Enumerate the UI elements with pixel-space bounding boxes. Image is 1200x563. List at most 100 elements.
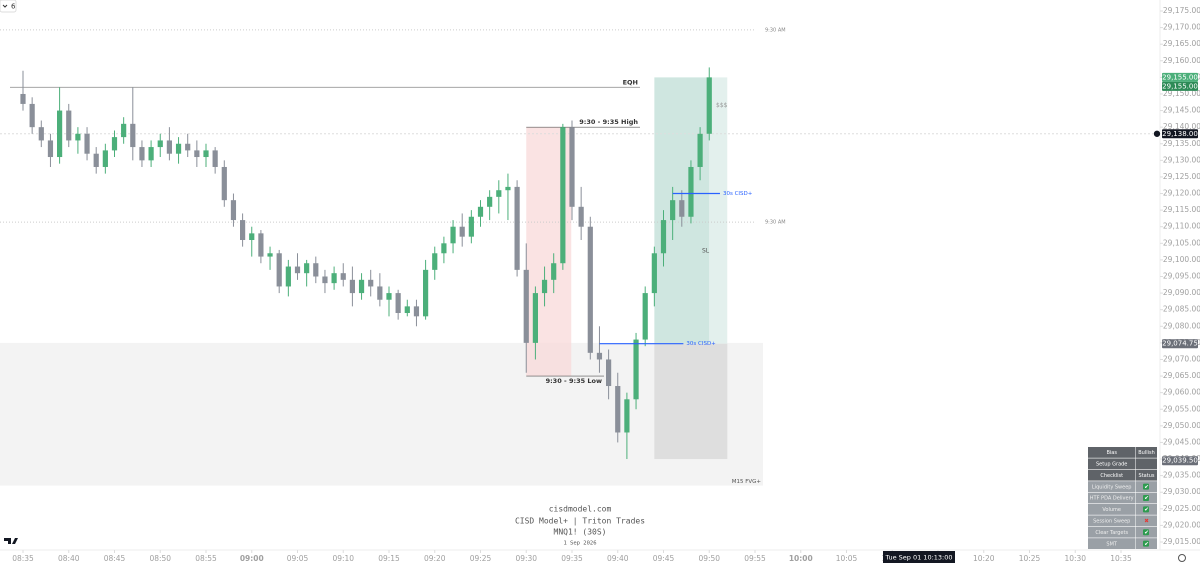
crosshair-add-icon[interactable] (1153, 129, 1161, 138)
x-tick-label: 10:00 (789, 554, 813, 563)
y-tick-label: 29,015.00 (1163, 537, 1200, 546)
candle-body (633, 339, 639, 400)
price-tag-label: 29,074.75 (1162, 340, 1198, 348)
candle-body (386, 293, 392, 300)
cisd-label: 30s CISD+ (723, 191, 753, 197)
settings-gear[interactable] (1178, 554, 1186, 562)
table-cell (1136, 515, 1157, 527)
y-tick-label: 29,120.00 (1163, 189, 1200, 198)
table-label: Setup Grade (1096, 462, 1127, 468)
candle-body (706, 77, 712, 134)
status-icon-bg (1143, 483, 1149, 490)
candle-body (477, 206, 484, 217)
candle-body (587, 226, 593, 353)
y-tick-label: 29,085.00 (1163, 305, 1200, 314)
y-tick-label: 29,130.00 (1163, 155, 1200, 164)
y-tick-label: 29,160.00 (1163, 56, 1200, 65)
candle-body (688, 166, 694, 217)
candle-body (487, 196, 493, 207)
y-tick-label: 29,060.00 (1163, 388, 1200, 397)
toolbar-button[interactable] (0, 0, 17, 13)
table-label: Volume (1102, 507, 1121, 513)
candle-body (166, 140, 172, 154)
y-tick-label: 29,170.00 (1163, 23, 1200, 32)
x-tick-label: 09:55 (744, 554, 766, 563)
toolbar-count: 6 (11, 3, 16, 11)
candle-body (185, 143, 191, 151)
x-tick-label: 09:20 (424, 554, 446, 563)
watermark-site: cisdmodel.com (549, 505, 612, 514)
table-label: SMT (1106, 541, 1117, 547)
y-tick-label: 29,145.00 (1163, 106, 1200, 115)
candle-body (551, 263, 557, 280)
candle-body (240, 220, 246, 240)
candle-body (569, 127, 575, 207)
y-tick-label: 29,115.00 (1163, 205, 1200, 214)
candle-body (294, 266, 301, 274)
toolbar[interactable]: 6 (0, 0, 17, 13)
candle-body (349, 279, 355, 294)
y-tick-label: 29,025.00 (1163, 504, 1200, 513)
y-tick-label: 29,140.00 (1163, 122, 1200, 131)
candle-body (679, 200, 685, 217)
settings-icon[interactable] (1178, 554, 1186, 562)
price-tag (1162, 339, 1198, 349)
table-cell (1088, 481, 1136, 492)
candle-body (523, 269, 529, 343)
status-icon-bg (1143, 529, 1149, 536)
target-label: $$$ (716, 102, 728, 109)
session-marker-label: 9:30 AM (765, 220, 786, 226)
table-cell (1136, 447, 1157, 458)
candle-body (423, 269, 429, 317)
stop-label: SL (702, 248, 710, 255)
candle-body (121, 123, 127, 138)
candle-body (322, 276, 328, 284)
candle-body (459, 226, 465, 237)
candle-body (340, 273, 346, 280)
x-tick-label: 10:35 (1110, 554, 1132, 563)
x-tick-label: 08:40 (58, 554, 80, 563)
candle-body (560, 127, 566, 264)
y-tick-label: 29,070.00 (1163, 354, 1200, 363)
watermark-symbol: MNQ1! (30S) (554, 528, 607, 537)
y-tick-label: 29,045.00 (1163, 437, 1200, 446)
candle-body (221, 166, 227, 201)
candle-body (38, 127, 44, 141)
stop-zone (654, 343, 728, 460)
y-tick-label: 29,080.00 (1163, 321, 1200, 330)
price-tag-label: 29,039.50 (1162, 457, 1198, 465)
y-tick-label: 29,090.00 (1163, 288, 1200, 297)
candle-body (47, 140, 54, 158)
session-marker-label: 9:30 AM (765, 27, 786, 33)
table-label: HTF PDA Delivery (1090, 496, 1134, 502)
candle-body (111, 137, 118, 151)
candle-body (441, 243, 447, 254)
table-cell (1088, 447, 1136, 458)
candle-body (368, 279, 374, 287)
candle-body (93, 153, 99, 167)
y-tick-label: 29,035.00 (1163, 471, 1200, 480)
candle-body (606, 359, 612, 387)
y-tick-label: 29,175.00 (1163, 6, 1200, 15)
x-tick-label: 09:05 (287, 554, 309, 563)
candle-body (212, 150, 218, 167)
session-low-label: 9:30 - 9:35 Low (546, 377, 602, 385)
candle-body (660, 220, 667, 254)
candle-body (505, 186, 511, 191)
candle-body (615, 386, 621, 433)
table-status: ✔ (1144, 541, 1149, 547)
price-tag (1162, 81, 1198, 91)
y-tick-label: 29,095.00 (1163, 272, 1200, 281)
price-tag (1162, 456, 1198, 466)
table-cell (1088, 526, 1136, 538)
candle-body (496, 190, 502, 197)
candle-body (578, 206, 584, 227)
watermark-date: 1 Sep 2026 (563, 541, 596, 547)
table-label: Session Sweep (1093, 519, 1130, 525)
table-label: Liquidity Sweep (1092, 484, 1132, 490)
x-tick-label: 09:45 (653, 554, 675, 563)
x-tick-label: 08:50 (149, 554, 171, 563)
y-tick-label: 29,030.00 (1163, 487, 1200, 496)
x-tick-label: 09:25 (470, 554, 492, 563)
